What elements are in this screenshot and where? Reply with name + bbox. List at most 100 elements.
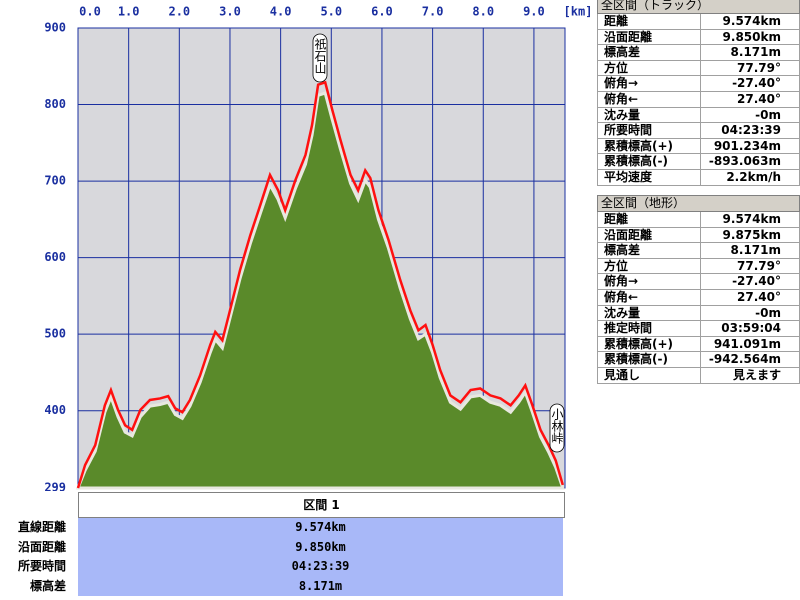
stat-label: 俯角← — [597, 289, 701, 306]
x-tick-label: 8.0 — [472, 5, 494, 19]
section-title: 区間 1 — [78, 492, 565, 518]
x-tick-label: 2.0 — [168, 5, 190, 19]
annotation-box — [312, 33, 328, 83]
stat-label: 方位 — [597, 60, 701, 77]
x-tick-label: 7.0 — [422, 5, 444, 19]
y-tick-label: 800 — [44, 97, 66, 111]
stat-label: 平均速度 — [597, 169, 701, 186]
stat-row: 方位 77.79° — [597, 258, 800, 275]
stat-row: 推定時間 03:59:04 — [597, 321, 800, 337]
stat-row: 沿面距離 9.875km — [597, 227, 800, 244]
stat-label: 累積標高(+) — [597, 138, 701, 155]
stat-label: 推定時間 — [597, 321, 701, 337]
stat-value: 9.875km — [701, 227, 800, 244]
stat-value: -0m — [701, 305, 800, 322]
stat-label: 標高差 — [597, 243, 701, 259]
stat-value: 27.40° — [701, 91, 800, 108]
y-tick-label: 700 — [44, 174, 66, 188]
y-tick-label: 299 — [44, 481, 66, 492]
stat-row: 俯角→ -27.40° — [597, 274, 800, 290]
stat-row: 距離 9.574km — [597, 212, 800, 228]
annotation: 祇石山 — [313, 38, 327, 74]
stat-row: 累積標高(-) -893.063m — [597, 154, 800, 170]
section-value: 9.574km — [78, 518, 563, 538]
stat-row: 所要時間 04:23:39 — [597, 123, 800, 139]
track-line — [76, 80, 564, 489]
stat-row: 方位 77.79° — [597, 60, 800, 77]
stat-label: 距離 — [597, 14, 701, 30]
stat-value: 2.2km/h — [701, 169, 800, 186]
stat-label: 方位 — [597, 258, 701, 275]
x-tick-label: 1.0 — [118, 5, 140, 19]
stat-label: 累積標高(+) — [597, 336, 701, 353]
stat-value: -942.564m — [701, 352, 800, 368]
stat-row: 俯角← 27.40° — [597, 289, 800, 306]
stat-value: 04:23:39 — [701, 123, 800, 139]
stat-row: 距離 9.574km — [597, 14, 800, 30]
stat-row: 累積標高(+) 901.234m — [597, 138, 800, 155]
stat-value: 8.171m — [701, 45, 800, 61]
x-tick-label: 0.0 — [79, 5, 101, 19]
stat-row: 平均速度 2.2km/h — [597, 169, 800, 186]
panel-title: 全区間（地形） — [597, 195, 800, 212]
section-label: 標高差 — [29, 578, 66, 593]
stat-value: 9.850km — [701, 29, 800, 46]
stat-row: 標高差 8.171m — [597, 45, 800, 61]
stat-label: 累積標高(-) — [597, 352, 701, 368]
stat-row: 累積標高(-) -942.564m — [597, 352, 800, 368]
section-label: 直線距離 — [17, 520, 66, 534]
stat-value: 27.40° — [701, 289, 800, 306]
stat-value: 941.091m — [701, 336, 800, 353]
annotation-box — [549, 403, 565, 453]
stat-label: 俯角← — [597, 91, 701, 108]
stat-value: 77.79° — [701, 60, 800, 77]
stat-value: 9.574km — [701, 14, 800, 30]
section-label: 沿面距離 — [17, 539, 66, 554]
stat-label: 所要時間 — [597, 123, 701, 139]
x-tick-label: 9.0 — [523, 5, 545, 19]
stat-value: -893.063m — [701, 154, 800, 170]
stat-label: 沿面距離 — [597, 227, 701, 244]
stat-value: 03:59:04 — [701, 321, 800, 337]
section-value: 8.171m — [78, 576, 563, 596]
section-value: 9.850km — [78, 537, 563, 557]
panel-title: 全区間（トラック） — [597, 0, 800, 14]
stats-panel: 全区間（地形） 距離 9.574km 沿面距離 9.875km 標高差 8.171m 方位 77… — [597, 195, 800, 384]
x-unit-label: [km] — [564, 5, 593, 19]
section-label: 所要時間 — [17, 559, 66, 573]
stat-row: 沈み量 -0m — [597, 305, 800, 322]
stat-label: 俯角→ — [597, 274, 701, 290]
stat-label: 累積標高(-) — [597, 154, 701, 170]
stat-value: -0m — [701, 107, 800, 124]
x-tick-label: 3.0 — [219, 5, 241, 19]
stat-row: 見通し 見えます — [597, 367, 800, 384]
stat-value: -27.40° — [701, 76, 800, 92]
stats-panel: 全区間（トラック） 距離 9.574km 沿面距離 9.850km 標高差 8.171m 方位… — [597, 0, 800, 186]
stat-value: 9.574km — [701, 212, 800, 228]
stat-row: 沿面距離 9.850km — [597, 29, 800, 46]
stat-label: 距離 — [597, 212, 701, 228]
stat-label: 沈み量 — [597, 305, 701, 322]
stat-value: 901.234m — [701, 138, 800, 155]
annotation: 小林峠 — [550, 408, 564, 444]
stat-row: 標高差 8.171m — [597, 243, 800, 259]
terrain-area — [75, 91, 565, 490]
stat-label: 俯角→ — [597, 76, 701, 92]
y-tick-label: 900 — [44, 21, 66, 35]
stat-value: -27.40° — [701, 274, 800, 290]
y-tick-label: 400 — [44, 403, 66, 417]
x-tick-label: 4.0 — [270, 5, 292, 19]
section-value: 04:23:39 — [78, 557, 563, 577]
stat-label: 標高差 — [597, 45, 701, 61]
stat-row: 俯角← 27.40° — [597, 91, 800, 108]
stat-value: 8.171m — [701, 243, 800, 259]
y-tick-label: 500 — [44, 327, 66, 341]
stat-label: 沿面距離 — [597, 29, 701, 46]
x-tick-label: 5.0 — [320, 5, 342, 19]
x-tick-label: 6.0 — [371, 5, 393, 19]
elevation-chart: 299 400 500 600 700 800 900 0.0 1.0 2.0 3.0 4.0 5.0 6… — [44, 5, 593, 492]
stat-label: 沈み量 — [597, 107, 701, 124]
stat-row: 累積標高(+) 941.091m — [597, 336, 800, 353]
stat-value: 見えます — [701, 367, 800, 384]
